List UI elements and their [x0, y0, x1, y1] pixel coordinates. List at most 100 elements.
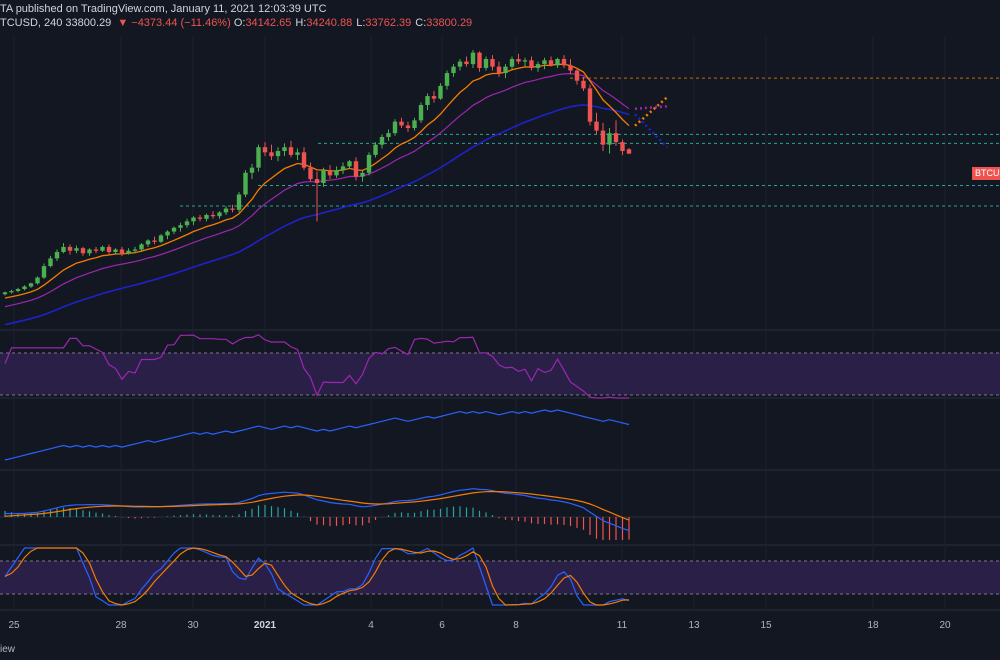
candle	[529, 56, 534, 71]
open-label: O:	[233, 17, 246, 29]
candle	[574, 67, 580, 85]
candle	[15, 287, 21, 293]
candle	[301, 147, 307, 171]
candle	[269, 144, 274, 160]
candle	[360, 170, 365, 182]
candle	[561, 55, 567, 68]
candle	[600, 122, 606, 152]
candle	[87, 248, 92, 256]
candle-body	[28, 283, 34, 287]
candle	[100, 245, 105, 253]
candle	[171, 226, 177, 235]
candle-body	[392, 121, 398, 134]
candle-body	[496, 66, 502, 74]
candle-body	[457, 61, 463, 67]
candle-body	[22, 286, 27, 290]
candle	[2, 291, 8, 296]
candle-body	[464, 61, 469, 65]
candle-body	[119, 249, 125, 254]
candle	[626, 147, 632, 155]
candle-body	[620, 142, 625, 152]
candle	[366, 152, 372, 176]
candle	[256, 144, 261, 172]
candle	[28, 282, 34, 288]
candle	[80, 246, 86, 256]
candle-body	[321, 170, 326, 183]
ema-projection	[634, 96, 668, 127]
candle	[314, 171, 320, 222]
candle	[438, 83, 443, 100]
candle-body	[295, 152, 300, 155]
candle-body	[308, 167, 313, 180]
candle-body	[535, 64, 541, 68]
rsi-line	[4, 334, 629, 399]
candle	[165, 230, 170, 240]
candle	[353, 157, 359, 181]
candle-body	[178, 225, 183, 228]
stoch-d-line	[4, 547, 630, 606]
candle	[9, 289, 14, 294]
candle-body	[516, 59, 521, 62]
footer-text: iew	[0, 644, 16, 655]
stoch-band	[0, 561, 1000, 594]
candle	[412, 117, 417, 131]
candle	[444, 70, 450, 90]
candle	[594, 112, 599, 135]
candle-body	[334, 170, 339, 176]
candle	[334, 166, 339, 178]
candle-body	[197, 217, 203, 219]
candle	[613, 120, 619, 146]
open-value: 34142.65	[245, 17, 292, 29]
candle	[295, 148, 300, 160]
candle-body	[509, 59, 515, 67]
change-arrow: ▼	[117, 17, 129, 29]
last-price: 33800.29	[65, 17, 112, 29]
candle-body	[61, 246, 66, 253]
candle-body	[41, 266, 47, 278]
candle	[503, 64, 508, 79]
candle-body	[275, 151, 281, 157]
candle-body	[386, 133, 391, 137]
x-tick-label: 25	[8, 620, 20, 631]
candle-body	[54, 252, 60, 259]
candle	[347, 159, 352, 169]
candle	[457, 59, 463, 71]
candle-body	[87, 249, 92, 254]
candle-body	[366, 154, 372, 173]
candle-body	[158, 235, 164, 242]
candle-body	[594, 121, 599, 131]
x-tick-label: 8	[513, 620, 519, 631]
candle	[425, 93, 430, 111]
ema-projection	[634, 113, 668, 149]
candle-body	[74, 248, 79, 251]
candle	[93, 246, 99, 254]
candle-body	[548, 60, 554, 66]
candle-body	[574, 70, 580, 81]
candle	[535, 61, 541, 72]
candle-body	[223, 208, 229, 213]
candle	[158, 234, 164, 244]
candle-body	[477, 52, 482, 68]
candle-body	[470, 52, 476, 65]
candle-body	[418, 105, 424, 121]
candle	[464, 56, 469, 67]
candle-body	[600, 130, 606, 145]
candle-body	[210, 214, 216, 217]
candle	[275, 147, 281, 162]
candle-body	[490, 59, 495, 67]
candle	[451, 64, 456, 77]
candle-body	[412, 120, 417, 129]
symbol-label: TCUSD, 240	[0, 17, 63, 29]
x-tick-label: 2021	[254, 620, 277, 631]
candle-body	[301, 152, 307, 168]
price-tag: BTCUSD	[972, 167, 1000, 180]
macd-line	[4, 488, 630, 532]
x-tick-label: 20	[939, 620, 951, 631]
candle	[386, 129, 391, 141]
high-value: 34240.88	[306, 17, 353, 29]
candle	[340, 162, 346, 175]
candle-body	[522, 60, 528, 62]
candle-body	[542, 60, 547, 65]
candle-body	[236, 194, 242, 210]
